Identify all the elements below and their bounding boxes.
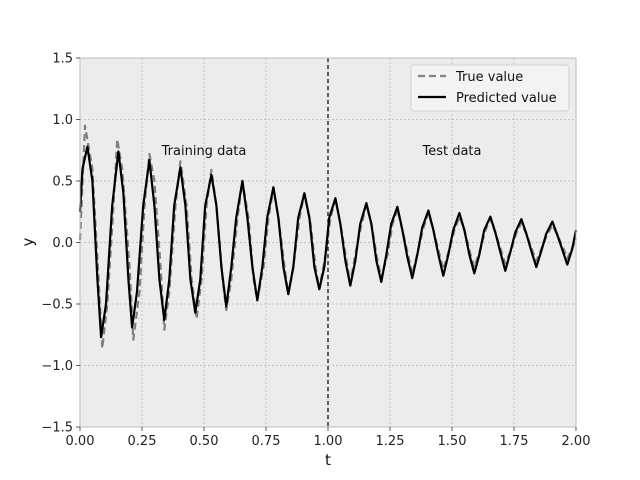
x-tick-label-8: 2.00 — [562, 434, 591, 449]
annotation-test-data: Test data — [421, 144, 481, 159]
x-tick-label-5: 1.25 — [376, 434, 405, 449]
x-tick-label-6: 1.50 — [438, 434, 467, 449]
y-tick-labels: 1.5 1.0 0.5 0.0 −0.5 −1.0 −1.5 — [41, 52, 80, 436]
legend: True value Predicted value — [410, 64, 570, 112]
legend-label-true-value: True value — [455, 70, 523, 85]
y-tick-label-2: 0.5 — [52, 175, 73, 190]
series-layer — [78, 124, 578, 350]
x-tick-labels: 0.00 0.25 0.50 0.75 1.00 1.25 1.50 1.75 2.00 — [66, 427, 591, 449]
x-tick-label-2: 0.50 — [190, 434, 219, 449]
y-tick-label-6: −1.5 — [41, 421, 73, 436]
annotation-training-data: Training data — [161, 144, 247, 159]
legend-box — [410, 64, 570, 112]
y-tick-label-1: 1.0 — [52, 113, 73, 128]
x-tick-label-3: 0.75 — [252, 434, 281, 449]
y-tick-label-4: −0.5 — [41, 298, 73, 313]
annotations: Training data Test data — [161, 144, 482, 159]
x-tick-label-7: 1.75 — [500, 434, 529, 449]
x-tick-label-0: 0.00 — [66, 434, 95, 449]
x-tick-label-4: 1.00 — [314, 434, 343, 449]
x-axis-label: t — [325, 451, 331, 469]
x-tick-label-1: 0.25 — [128, 434, 157, 449]
y-tick-label-0: 1.5 — [52, 52, 73, 67]
y-axis-label: y — [19, 237, 37, 246]
y-tick-label-5: −1.0 — [41, 359, 73, 374]
series-line-predicted-value — [78, 145, 578, 339]
y-tick-label-3: 0.0 — [52, 236, 73, 251]
legend-label-predicted-value: Predicted value — [456, 91, 557, 106]
